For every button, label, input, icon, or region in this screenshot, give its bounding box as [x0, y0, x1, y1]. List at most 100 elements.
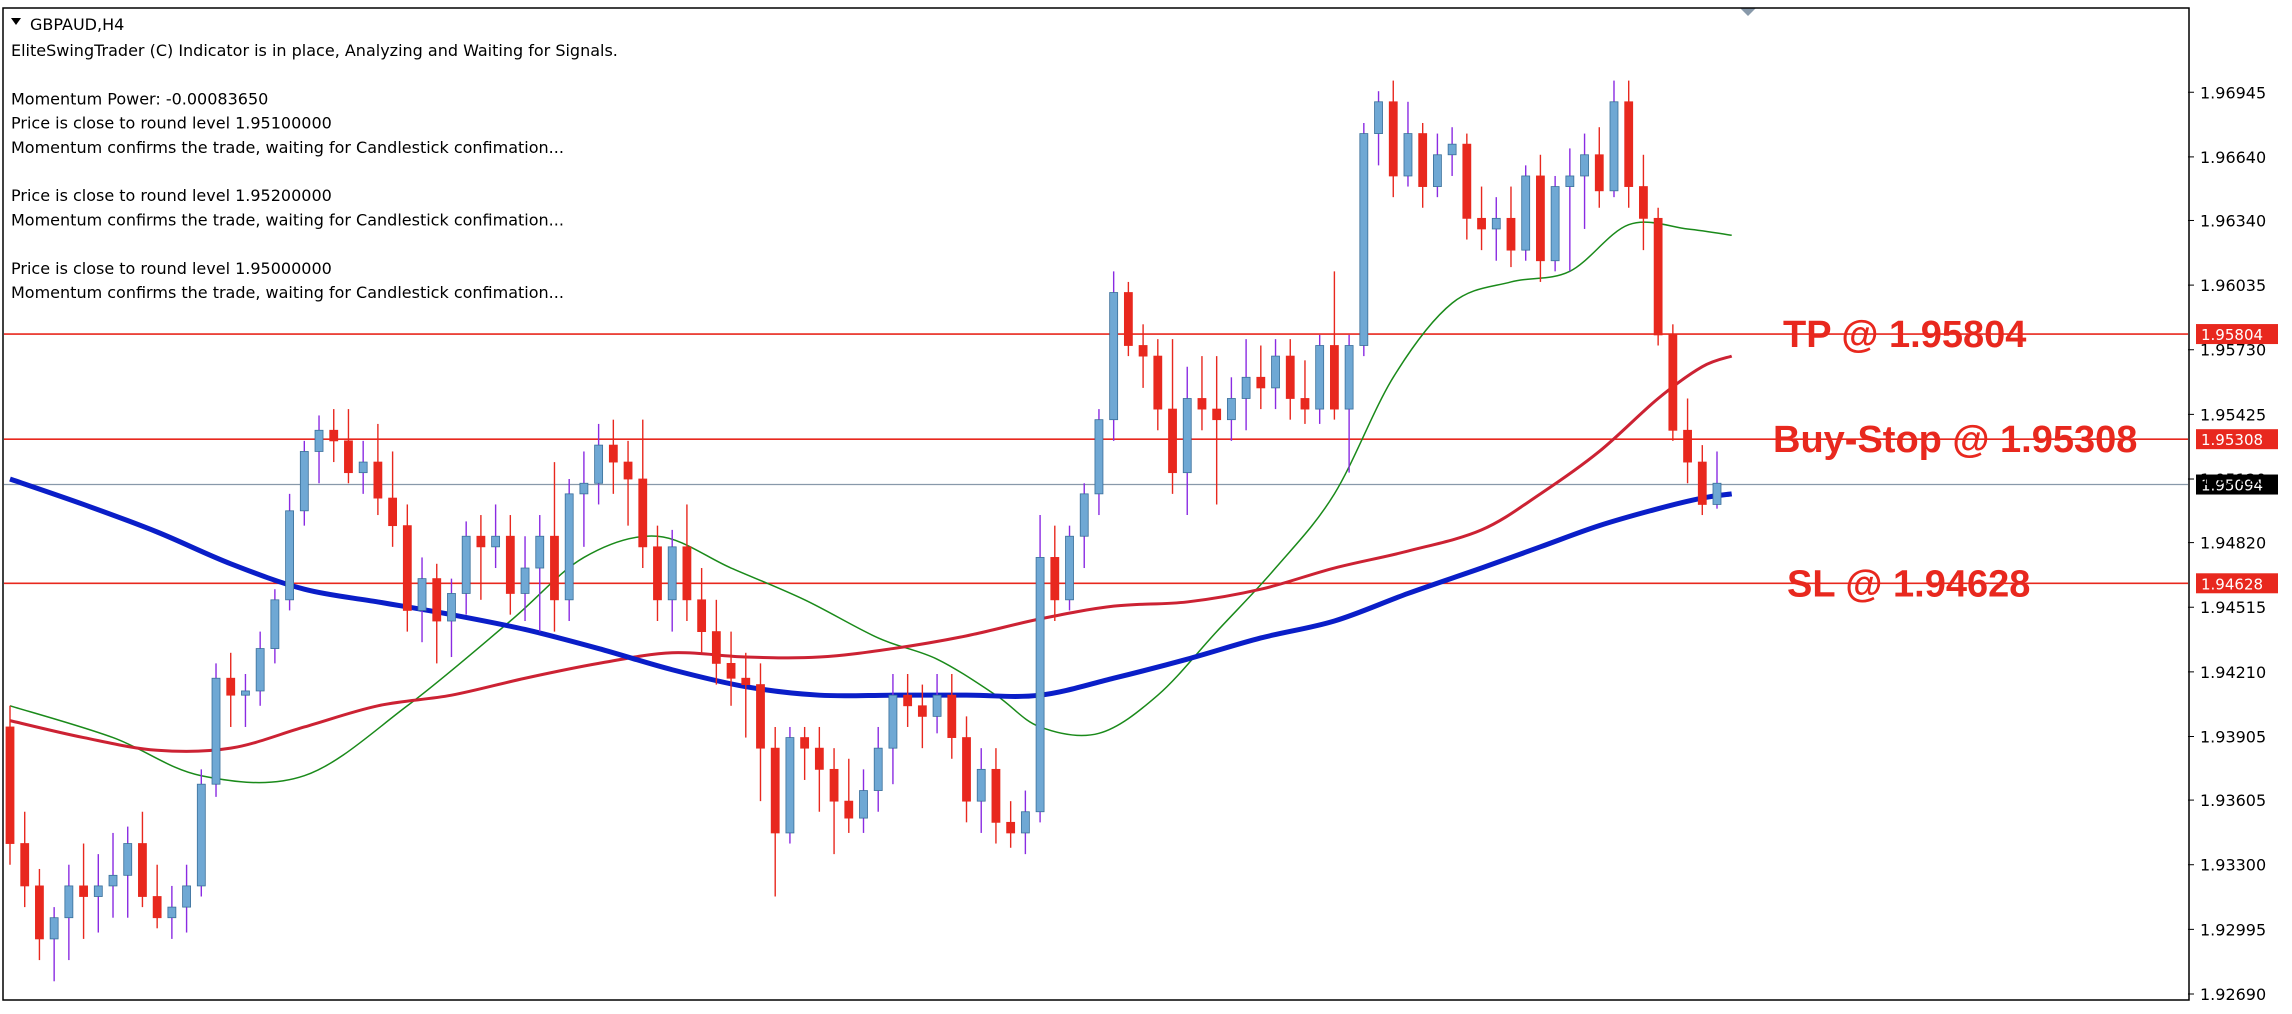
candle[interactable] — [1359, 122, 1369, 357]
candle[interactable] — [1109, 271, 1119, 441]
shift-marker-icon[interactable] — [1740, 8, 1756, 16]
candle[interactable] — [402, 504, 412, 632]
candle[interactable] — [903, 673, 913, 727]
candle[interactable] — [1609, 80, 1619, 198]
candle[interactable] — [373, 423, 383, 516]
candle[interactable] — [947, 673, 957, 759]
candle[interactable] — [196, 769, 206, 897]
candle[interactable] — [1285, 339, 1295, 420]
candle[interactable] — [270, 589, 280, 664]
candle[interactable] — [1271, 339, 1280, 410]
candle[interactable] — [1536, 154, 1545, 282]
candle[interactable] — [1315, 334, 1325, 424]
candle[interactable] — [138, 811, 147, 908]
candle[interactable] — [1447, 127, 1457, 176]
candle[interactable] — [1374, 91, 1383, 166]
candle[interactable] — [1624, 80, 1634, 208]
candle[interactable] — [1020, 790, 1030, 855]
candle[interactable] — [1639, 154, 1648, 251]
candle[interactable] — [1462, 133, 1472, 240]
candle[interactable] — [1197, 356, 1207, 431]
candle[interactable] — [829, 748, 839, 855]
candle[interactable] — [388, 451, 398, 547]
candle[interactable] — [1594, 127, 1604, 208]
candle[interactable] — [682, 504, 692, 622]
candle[interactable] — [1182, 366, 1192, 516]
candle[interactable] — [358, 440, 368, 494]
candle[interactable] — [800, 726, 810, 780]
candle[interactable] — [226, 652, 236, 727]
candle[interactable] — [329, 409, 339, 463]
candle[interactable] — [79, 843, 88, 939]
candle[interactable] — [1344, 334, 1354, 473]
candle[interactable] — [1653, 207, 1663, 346]
candle[interactable] — [491, 504, 501, 569]
candle[interactable] — [1668, 324, 1678, 441]
candle[interactable] — [314, 415, 324, 484]
candle[interactable] — [814, 726, 824, 812]
candle[interactable] — [991, 748, 1001, 844]
candle[interactable] — [756, 663, 765, 802]
candle[interactable] — [535, 515, 545, 632]
candle[interactable] — [1712, 451, 1722, 509]
candle[interactable] — [1035, 515, 1045, 823]
candle[interactable] — [1433, 133, 1442, 198]
candle[interactable] — [299, 440, 309, 526]
candle[interactable] — [653, 525, 662, 622]
candle[interactable] — [976, 748, 986, 833]
candle[interactable] — [108, 832, 118, 918]
candle[interactable] — [1697, 445, 1707, 516]
candle[interactable] — [520, 536, 530, 622]
candle[interactable] — [64, 864, 74, 961]
candle[interactable] — [564, 479, 574, 622]
candle[interactable] — [579, 451, 589, 547]
candle[interactable] — [285, 493, 294, 611]
candle[interactable] — [35, 868, 44, 961]
candle[interactable] — [211, 663, 221, 797]
candle[interactable] — [1006, 801, 1016, 848]
candle[interactable] — [1506, 186, 1516, 268]
candle[interactable] — [1418, 122, 1428, 208]
candle[interactable] — [1388, 80, 1398, 198]
candle[interactable] — [1477, 186, 1486, 251]
candle[interactable] — [1079, 483, 1089, 569]
candle[interactable] — [741, 652, 751, 738]
candle[interactable] — [49, 907, 59, 982]
candle[interactable] — [711, 599, 721, 685]
candle[interactable] — [1403, 101, 1413, 187]
candle[interactable] — [917, 684, 927, 749]
candle[interactable] — [93, 854, 103, 933]
candle[interactable] — [255, 631, 265, 706]
candle[interactable] — [594, 423, 604, 505]
candle[interactable] — [785, 726, 795, 844]
candle[interactable] — [726, 631, 736, 706]
candle[interactable] — [123, 826, 133, 918]
candle[interactable] — [844, 758, 854, 833]
candle[interactable] — [167, 885, 177, 939]
candle[interactable] — [932, 673, 942, 734]
candle[interactable] — [461, 521, 471, 615]
candle[interactable] — [1168, 339, 1177, 494]
candle[interactable] — [182, 864, 191, 933]
candle[interactable] — [1521, 165, 1531, 261]
candle[interactable] — [1565, 148, 1575, 272]
candle[interactable] — [344, 409, 353, 484]
candle[interactable] — [667, 529, 677, 632]
candle[interactable] — [1300, 360, 1310, 424]
candle[interactable] — [1212, 356, 1222, 505]
candle[interactable] — [550, 462, 559, 632]
candle[interactable] — [432, 563, 442, 664]
candle[interactable] — [1491, 197, 1501, 261]
candle[interactable] — [476, 515, 486, 600]
candle[interactable] — [1329, 271, 1339, 420]
candle[interactable] — [608, 419, 618, 494]
collapse-triangle-icon[interactable] — [11, 18, 21, 25]
candle[interactable] — [1580, 133, 1589, 229]
candle[interactable] — [1065, 525, 1074, 611]
candle[interactable] — [20, 811, 30, 908]
candle[interactable] — [1683, 398, 1692, 484]
candle[interactable] — [1256, 345, 1266, 410]
candle[interactable] — [447, 578, 456, 658]
